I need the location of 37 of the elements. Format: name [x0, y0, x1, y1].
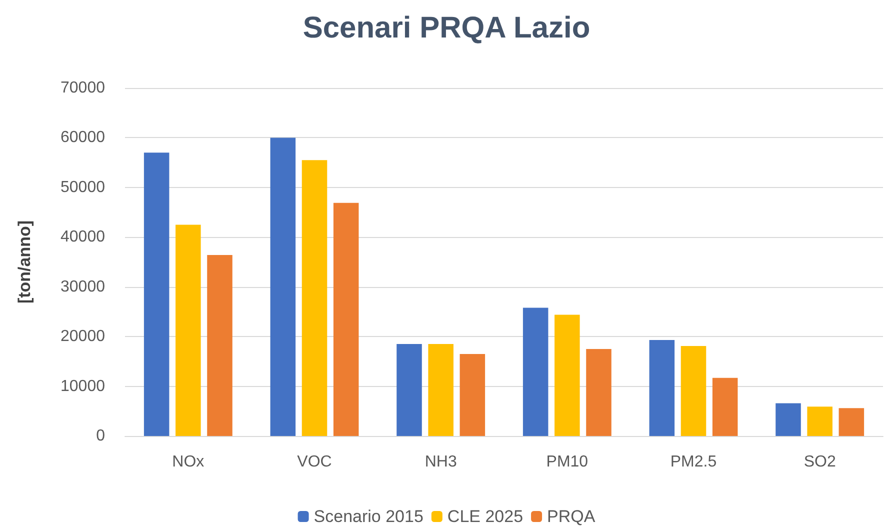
bar: [302, 160, 328, 436]
bar: [649, 340, 675, 436]
legend-label: Scenario 2015: [314, 507, 424, 526]
bar: [522, 308, 548, 436]
bar: [396, 344, 422, 436]
y-tick-label: 10000: [60, 378, 106, 395]
x-tick-label: VOC: [297, 454, 332, 470]
bar: [176, 224, 201, 436]
x-tick-label: NH3: [424, 454, 457, 470]
bar: [333, 202, 359, 436]
legend-label: PRQA: [547, 507, 596, 526]
legend-label: CLE 2025: [447, 507, 524, 526]
x-tick-label: PM10: [546, 454, 588, 470]
x-tick-label: PM2.5: [670, 454, 717, 470]
x-tick-label: NOx: [172, 454, 204, 470]
bar: [460, 354, 486, 436]
bar: [207, 255, 232, 436]
bar: [712, 378, 738, 436]
bar: [586, 349, 612, 436]
bar: [554, 314, 580, 436]
chart-title: Scenari PRQA Lazio: [302, 12, 590, 44]
y-axis-title: [ton/anno]: [15, 220, 34, 304]
y-tick-label: 40000: [60, 228, 106, 246]
bar: [838, 408, 864, 436]
y-tick-label: 50000: [60, 178, 106, 196]
x-tick-label: SO2: [804, 454, 836, 470]
y-tick-label: 20000: [60, 328, 106, 346]
bar: [144, 152, 170, 436]
y-tick-label: 60000: [60, 129, 106, 146]
bar: [776, 403, 801, 436]
y-tick-label: 30000: [60, 278, 106, 296]
y-tick-label: 0: [96, 428, 106, 444]
bar: [807, 406, 832, 436]
bar: [428, 344, 454, 436]
y-tick-label: 70000: [60, 80, 106, 96]
bar: [680, 346, 706, 436]
bar: [270, 138, 296, 436]
